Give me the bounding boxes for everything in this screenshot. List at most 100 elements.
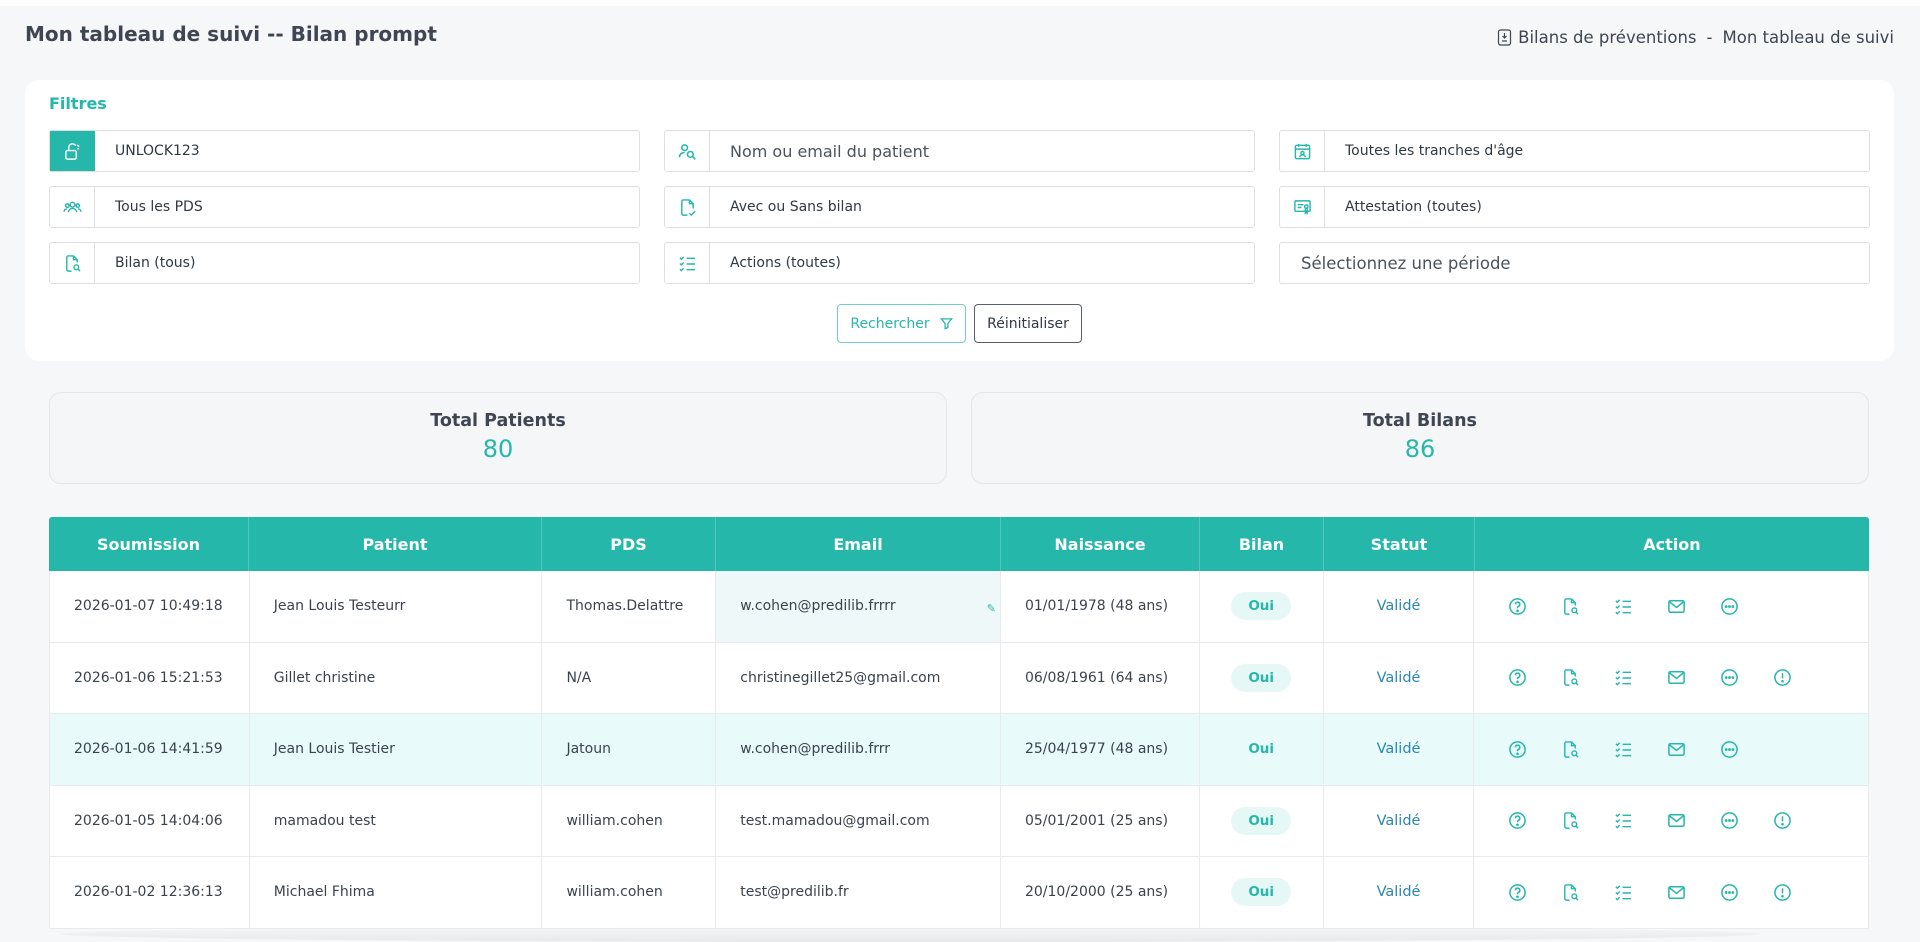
more-icon[interactable] xyxy=(1720,668,1773,687)
file-check-icon xyxy=(665,187,710,227)
with-bilan-select[interactable]: Avec ou Sans bilan xyxy=(664,186,1255,228)
column-header-naissance[interactable]: Naissance xyxy=(1001,517,1200,571)
total-patients-card: Total Patients 80 xyxy=(49,392,947,484)
file-search-icon[interactable] xyxy=(1561,811,1614,830)
breadcrumb: Bilans de préventions - Mon tableau de s… xyxy=(1497,28,1894,47)
cell-submitted: 2026-01-06 15:21:53 xyxy=(50,642,250,713)
cell-bilan: Oui xyxy=(1200,785,1324,856)
table-row[interactable]: 2026-01-05 14:04:06 mamadou test william.c… xyxy=(49,785,1869,857)
cell-statut: Validé xyxy=(1324,857,1475,928)
search-button[interactable]: Rechercher xyxy=(837,304,966,343)
checklist-icon[interactable] xyxy=(1614,668,1667,687)
total-bilans-label: Total Bilans xyxy=(1363,411,1477,431)
cell-patient: Gillet christine xyxy=(250,642,543,713)
top-strip xyxy=(0,0,1920,6)
total-bilans-card: Total Bilans 86 xyxy=(971,392,1869,484)
results-table: Soumission Patient PDS Email Naissance B… xyxy=(49,517,1869,929)
checklist-icon[interactable] xyxy=(1614,811,1667,830)
alert-icon[interactable] xyxy=(1773,668,1826,687)
cell-actions xyxy=(1474,786,1868,857)
patient-search-input[interactable]: Nom ou email du patient xyxy=(664,130,1255,172)
help-icon[interactable] xyxy=(1508,597,1561,616)
cell-statut: Validé xyxy=(1324,785,1475,856)
more-icon[interactable] xyxy=(1720,740,1773,759)
cell-birth: 25/04/1977 (48 ans) xyxy=(1001,714,1200,785)
total-patients-value: 80 xyxy=(482,435,514,463)
unlock-icon xyxy=(50,131,95,171)
mail-icon[interactable] xyxy=(1667,668,1720,687)
cell-birth: 05/01/2001 (25 ans) xyxy=(1001,785,1200,856)
checklist-icon[interactable] xyxy=(1614,883,1667,902)
pds-select[interactable]: Tous les PDS xyxy=(49,186,640,228)
cell-email[interactable]: test.mamadou@gmail.com xyxy=(716,785,1001,856)
code-filter[interactable]: UNLOCK123 xyxy=(49,130,640,172)
file-search-icon[interactable] xyxy=(1561,883,1614,902)
column-header-bilan[interactable]: Bilan xyxy=(1200,517,1324,571)
cell-email-text: w.cohen@predilib.frrrr xyxy=(740,598,896,615)
mail-icon[interactable] xyxy=(1667,811,1720,830)
cell-email[interactable]: test@predilib.fr xyxy=(716,857,1001,928)
help-icon[interactable] xyxy=(1508,740,1561,759)
column-header-pds[interactable]: PDS xyxy=(542,517,716,571)
breadcrumb-item-bilans[interactable]: Bilans de préventions xyxy=(1518,28,1697,47)
total-bilans-value: 86 xyxy=(1404,435,1436,463)
column-header-action: Action xyxy=(1643,534,1701,554)
period-picker[interactable]: Sélectionnez une période xyxy=(1279,242,1870,284)
column-header-patient[interactable]: Patient xyxy=(249,517,542,571)
table-row[interactable]: 2026-01-06 14:41:59 Jean Louis Testier Jat… xyxy=(49,714,1869,786)
status-text: Validé xyxy=(1376,812,1421,829)
help-icon[interactable] xyxy=(1508,883,1561,902)
more-icon[interactable] xyxy=(1720,811,1773,830)
file-search-icon[interactable] xyxy=(1561,740,1614,759)
column-header-statut[interactable]: Statut xyxy=(1324,517,1475,571)
with-bilan-value: Avec ou Sans bilan xyxy=(730,199,862,215)
filters-title: Filtres xyxy=(49,94,107,113)
document-icon xyxy=(1498,29,1512,46)
alert-icon[interactable] xyxy=(1773,811,1826,830)
table-row[interactable]: 2026-01-06 15:21:53 Gillet christine N/A ch… xyxy=(49,642,1869,714)
reset-button[interactable]: Réinitialiser xyxy=(974,304,1082,343)
more-icon[interactable] xyxy=(1720,597,1773,616)
file-search-icon[interactable] xyxy=(1561,597,1614,616)
checklist-icon xyxy=(665,243,710,283)
cell-actions xyxy=(1474,643,1868,714)
more-icon[interactable] xyxy=(1720,883,1773,902)
cell-bilan: Oui xyxy=(1200,857,1324,928)
cell-birth: 06/08/1961 (64 ans) xyxy=(1001,642,1200,713)
mail-icon[interactable] xyxy=(1667,597,1720,616)
column-header-email[interactable]: Email xyxy=(716,517,1001,571)
status-text: Validé xyxy=(1376,669,1421,686)
bottom-shadow xyxy=(60,926,1760,942)
age-range-select[interactable]: Toutes les tranches d'âge xyxy=(1279,130,1870,172)
column-header-soumission[interactable]: Soumission xyxy=(49,517,249,571)
alert-icon[interactable] xyxy=(1773,883,1826,902)
actions-value: Actions (toutes) xyxy=(730,255,841,271)
bilan-value: Bilan (tous) xyxy=(115,255,196,271)
table-row[interactable]: 2026-01-02 12:36:13 Michael Fhima william.… xyxy=(49,857,1869,929)
cell-email[interactable]: christinegillet25@gmail.com xyxy=(716,642,1001,713)
cell-pds: william.cohen xyxy=(542,785,717,856)
mail-icon[interactable] xyxy=(1667,740,1720,759)
cell-patient: mamadou test xyxy=(250,785,543,856)
help-icon[interactable] xyxy=(1508,811,1561,830)
help-icon[interactable] xyxy=(1508,668,1561,687)
cell-statut: Validé xyxy=(1324,642,1475,713)
bilan-select[interactable]: Bilan (tous) xyxy=(49,242,640,284)
total-patients-label: Total Patients xyxy=(430,411,566,431)
checklist-icon[interactable] xyxy=(1614,740,1667,759)
file-search-icon xyxy=(50,243,95,283)
cell-patient: Jean Louis Testier xyxy=(250,714,543,785)
edit-pencil-icon[interactable]: ✎ xyxy=(986,602,996,615)
checklist-icon[interactable] xyxy=(1614,597,1667,616)
actions-select[interactable]: Actions (toutes) xyxy=(664,242,1255,284)
table-row[interactable]: 2026-01-07 10:49:18 Jean Louis Testeurr Th… xyxy=(49,571,1869,643)
table-header: Soumission Patient PDS Email Naissance B… xyxy=(49,517,1869,571)
bilan-badge: Oui xyxy=(1231,806,1292,835)
cell-email[interactable]: w.cohen@predilib.frrr xyxy=(716,714,1001,785)
attestation-select[interactable]: Attestation (toutes) xyxy=(1279,186,1870,228)
file-search-icon[interactable] xyxy=(1561,668,1614,687)
cell-pds: Jatoun xyxy=(542,714,717,785)
certificate-icon xyxy=(1280,187,1325,227)
cell-email[interactable]: w.cohen@predilib.frrrr ✎ xyxy=(716,571,1001,642)
mail-icon[interactable] xyxy=(1667,883,1720,902)
